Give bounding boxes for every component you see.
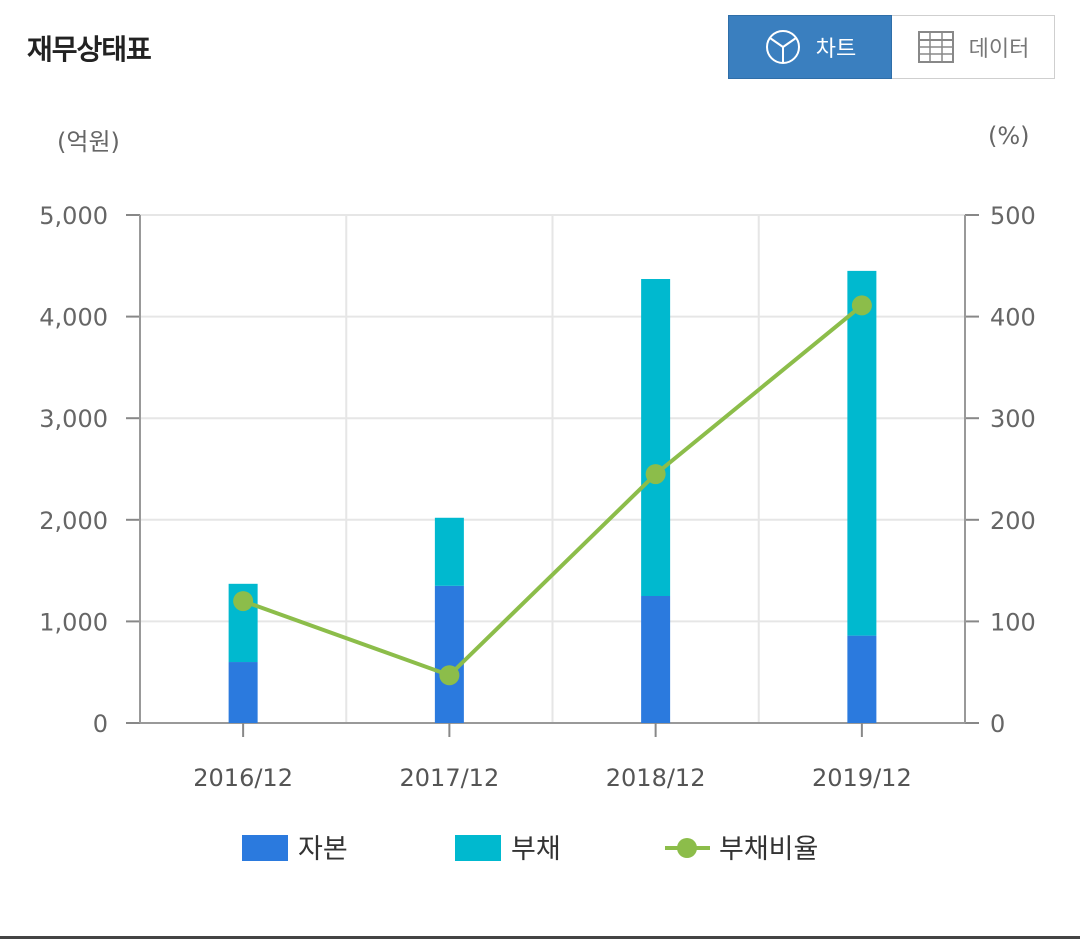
x-tick-label: 2016/12 — [193, 764, 293, 792]
bar-capital — [434, 585, 464, 723]
left-tick-label: 3,000 — [39, 405, 108, 433]
legend-point-ratio — [677, 838, 697, 858]
ratio-point — [645, 464, 666, 485]
bottom-divider — [0, 936, 1080, 939]
page-title: 재무상태표 — [27, 33, 152, 66]
bar-debt — [434, 517, 464, 586]
bar-debt — [228, 583, 258, 663]
ratio-line — [242, 303, 864, 678]
right-tick-label: 100 — [990, 608, 1036, 636]
bar-capital — [641, 596, 671, 723]
x-tick-label: 2018/12 — [606, 764, 706, 792]
right-tick-label: 400 — [990, 304, 1036, 332]
bar-capital — [847, 635, 877, 723]
bar-debt — [847, 270, 877, 636]
ratio-point — [233, 591, 254, 612]
left-axis-unit: (억원) — [57, 128, 120, 156]
right-tick-label: 500 — [990, 202, 1036, 230]
legend-label-debt: 부채 — [511, 834, 561, 865]
right-axis-unit: (%) — [988, 122, 1030, 150]
left-tick-label: 1,000 — [39, 608, 108, 636]
data-tab[interactable]: 데이터 — [892, 15, 1055, 79]
left-tick-label: 4,000 — [39, 304, 108, 332]
view-toggle: 차트 데이터 — [728, 15, 1055, 79]
left-tick-label: 5,000 — [39, 202, 108, 230]
right-tick-label: 300 — [990, 405, 1036, 433]
legend-label-capital: 자본 — [298, 834, 348, 865]
pie-chart-icon — [765, 30, 800, 64]
x-tick-label: 2019/12 — [812, 764, 912, 792]
right-tick-label: 0 — [990, 710, 1005, 738]
ratio-point — [439, 665, 460, 686]
legend-swatch-debt — [455, 835, 501, 861]
legend-label-ratio: 부채비율 — [719, 834, 818, 865]
left-tick-label: 0 — [93, 710, 108, 738]
table-icon — [917, 31, 954, 63]
chart-tab-label: 차트 — [815, 37, 857, 62]
data-tab-label: 데이터 — [968, 37, 1030, 62]
right-tick-label: 200 — [990, 507, 1036, 535]
chart-tab[interactable]: 차트 — [728, 15, 892, 79]
bar-capital — [228, 662, 258, 723]
ratio-point — [851, 295, 872, 316]
x-tick-label: 2017/12 — [400, 764, 500, 792]
legend-swatch-capital — [242, 835, 288, 861]
bar-debt — [641, 279, 671, 596]
left-tick-label: 2,000 — [39, 507, 108, 535]
